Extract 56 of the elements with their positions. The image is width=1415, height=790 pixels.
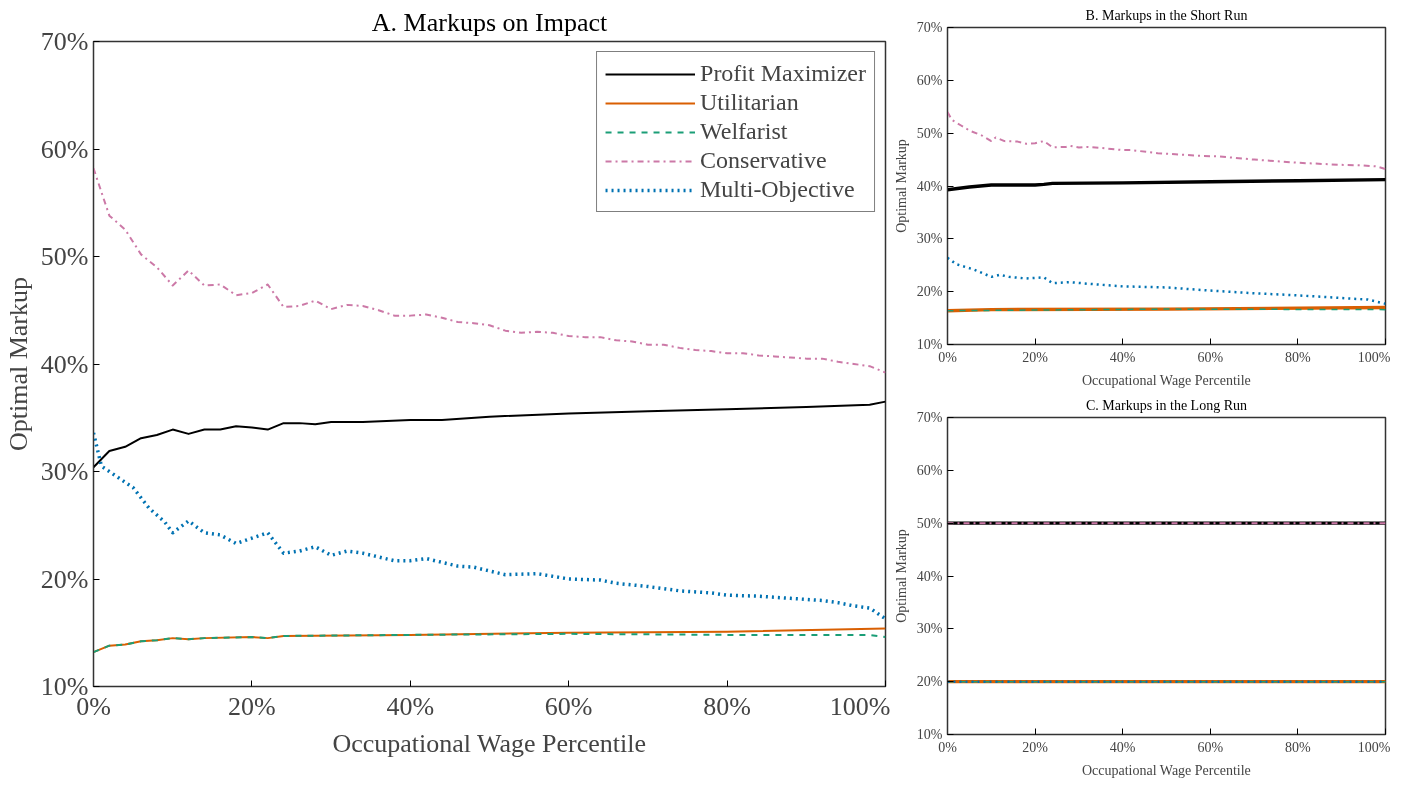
y-tick-label: 50% — [40, 242, 89, 271]
y-tick-label: 30% — [916, 621, 943, 637]
x-tick-label: 100% — [829, 691, 891, 721]
legend-label: Profit Maximizer — [700, 60, 866, 87]
line-series — [93, 400, 886, 469]
y-tick-label: 20% — [916, 284, 943, 300]
x-tick-label: 0% — [938, 739, 958, 755]
y-tick-label: 50% — [916, 515, 943, 531]
x-tick-label: 60% — [1197, 739, 1224, 755]
x-tick-label: 20% — [228, 691, 276, 721]
x-tick-label: 40% — [1109, 739, 1136, 755]
x-tick-label: 40% — [386, 691, 435, 721]
y-tick-label: 70% — [916, 20, 943, 35]
x-axis-title: Occupational Wage Percentile — [332, 728, 647, 758]
legend-label: Multi-Objective — [700, 176, 855, 203]
line-series — [947, 111, 1386, 171]
line-series — [93, 167, 886, 374]
x-tick-label: 60% — [1197, 349, 1224, 365]
y-axis-title: Optimal Markup — [3, 276, 33, 452]
line-series — [947, 256, 1386, 306]
chart-title: C. Markups in the Long Run — [1086, 397, 1247, 413]
y-tick-label: 70% — [40, 27, 89, 56]
y-tick-label: 60% — [916, 72, 943, 88]
x-tick-label: 80% — [703, 691, 751, 721]
legend-label: Conservative — [700, 147, 827, 174]
legend-label: Welfarist — [700, 118, 788, 145]
x-tick-label: 20% — [1022, 349, 1049, 365]
y-tick-label: 60% — [40, 134, 89, 164]
y-tick-label: 40% — [916, 568, 943, 584]
chart-title: A. Markups on Impact — [371, 7, 608, 37]
x-axis-title: Occupational Wage Percentile — [1081, 372, 1251, 388]
y-tick-label: 20% — [916, 674, 943, 690]
x-tick-label: 0% — [938, 349, 958, 365]
chart-title: B. Markups in the Short Run — [1085, 7, 1248, 23]
y-tick-label: 40% — [916, 178, 943, 194]
y-tick-label: 30% — [916, 231, 943, 247]
x-tick-label: 80% — [1285, 739, 1312, 755]
x-tick-label: 80% — [1285, 349, 1312, 365]
line-series — [93, 431, 886, 621]
y-tick-label: 30% — [40, 457, 89, 486]
y-tick-label: 50% — [916, 125, 943, 141]
x-tick-label: 60% — [544, 691, 593, 721]
y-axis-title: Optimal Markup — [893, 529, 909, 623]
x-tick-label: 40% — [1109, 349, 1136, 365]
y-tick-label: 60% — [916, 462, 943, 478]
line-series — [93, 632, 886, 654]
y-axis-title: Optimal Markup — [893, 139, 909, 233]
y-tick-label: 70% — [916, 410, 943, 425]
y-tick-label: 10% — [916, 337, 943, 352]
legend-label: Utilitarian — [700, 89, 799, 116]
x-tick-label: 100% — [1357, 739, 1391, 755]
x-tick-label: 20% — [1022, 739, 1049, 755]
y-tick-label: 20% — [40, 564, 89, 594]
x-axis-title: Occupational Wage Percentile — [1081, 762, 1251, 778]
y-tick-label: 10% — [916, 727, 943, 742]
x-tick-label: 100% — [1357, 349, 1391, 365]
